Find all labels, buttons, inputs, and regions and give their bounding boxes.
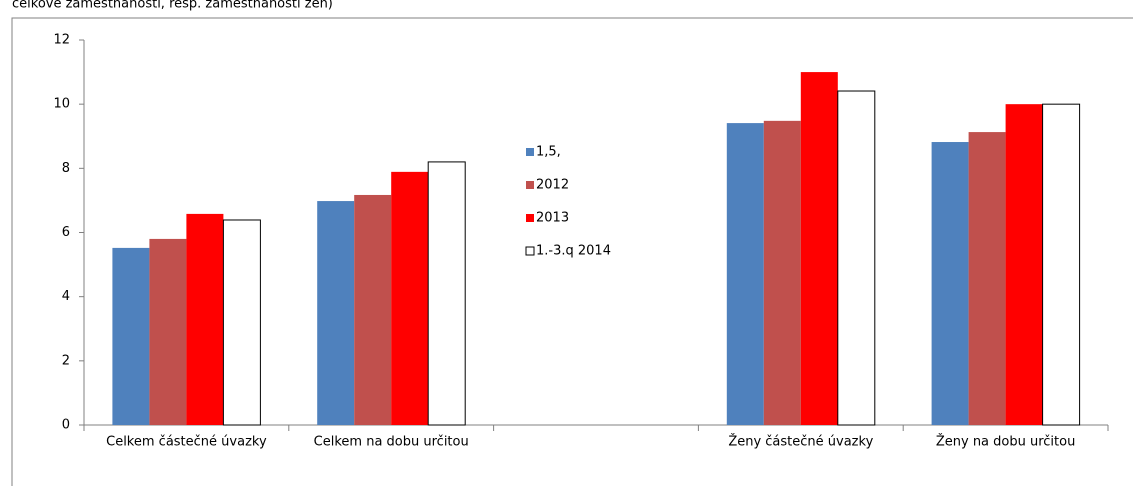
legend-label: 2012 bbox=[536, 178, 569, 193]
bar bbox=[1042, 103, 1081, 426]
bar bbox=[763, 120, 801, 425]
legend-swatch bbox=[525, 246, 535, 256]
bar bbox=[354, 194, 392, 425]
bar bbox=[968, 132, 1006, 425]
legend-label: 1.-3.q 2014 bbox=[536, 244, 611, 259]
y-tick-label: 8 bbox=[62, 161, 70, 176]
y-tick-label: 12 bbox=[53, 33, 70, 48]
bar bbox=[317, 201, 355, 425]
legend-label: 2013 bbox=[536, 211, 569, 226]
bar bbox=[427, 161, 466, 426]
bar bbox=[391, 171, 429, 425]
x-tick-label: Celkem na dobu určitou bbox=[314, 435, 469, 450]
bar bbox=[800, 72, 838, 425]
bar bbox=[931, 142, 969, 425]
x-tick-label: Ženy na dobu určitou bbox=[936, 434, 1075, 450]
bar bbox=[222, 219, 261, 426]
legend-swatch bbox=[526, 181, 534, 189]
bar bbox=[186, 213, 224, 425]
legend-swatch bbox=[526, 148, 534, 156]
x-tick-label: Ženy částečné úvazky bbox=[728, 434, 873, 450]
y-tick-label: 6 bbox=[62, 225, 70, 240]
legend-swatch bbox=[526, 214, 534, 222]
chart-frame bbox=[11, 17, 1133, 486]
y-tick-label: 4 bbox=[62, 289, 70, 304]
bar bbox=[1005, 104, 1043, 426]
bar bbox=[112, 247, 150, 425]
chart-subtitle: celkové zaměstnanosti, resp. zaměstnanos… bbox=[12, 0, 333, 12]
x-tick-label: Celkem částečné úvazky bbox=[106, 435, 267, 450]
y-tick-label: 0 bbox=[62, 418, 70, 433]
bar bbox=[837, 90, 876, 426]
y-tick-label: 10 bbox=[53, 97, 70, 112]
legend-label: 1,5, bbox=[536, 145, 561, 160]
bar bbox=[726, 123, 764, 426]
y-tick-label: 2 bbox=[62, 353, 70, 368]
bar bbox=[149, 238, 187, 425]
